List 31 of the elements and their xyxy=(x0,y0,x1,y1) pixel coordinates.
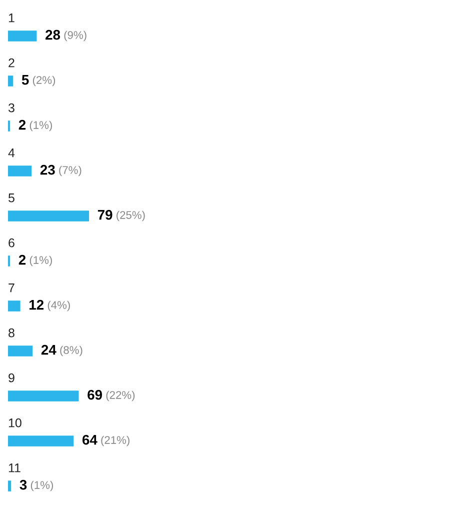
data-label: 2 (1%) xyxy=(18,120,52,132)
data-label: 2 (1%) xyxy=(18,254,52,266)
data-label: 24 (8%) xyxy=(41,344,82,356)
y-tick-label: 10 xyxy=(8,418,22,428)
y-tick-label: 7 xyxy=(8,284,14,292)
bar xyxy=(8,166,32,176)
data-label: 5 (2%) xyxy=(22,75,56,86)
y-tick-label: 6 xyxy=(8,238,14,248)
data-label: 69 (22%) xyxy=(88,390,135,402)
bar xyxy=(8,30,37,42)
bar xyxy=(8,436,74,446)
y-tick-label: 5 xyxy=(8,194,14,202)
data-label: 23 (7%) xyxy=(40,164,82,176)
bar xyxy=(8,76,14,86)
y-tick-label: 2 xyxy=(8,58,14,68)
data-label: 79 (25%) xyxy=(98,210,145,222)
data-label: 12 (4%) xyxy=(30,300,70,312)
bar xyxy=(8,480,12,492)
y-tick-label: 3 xyxy=(8,103,14,112)
bar xyxy=(8,210,89,222)
y-tick-label: 9 xyxy=(8,373,14,382)
data-label: 3 (1%) xyxy=(20,480,53,492)
bar xyxy=(8,300,20,312)
data-label: 28 (9%) xyxy=(46,30,86,42)
bar xyxy=(8,390,79,402)
bar xyxy=(8,346,33,356)
data-label: 64 (21%) xyxy=(82,434,130,446)
y-tick-label: 11 xyxy=(8,464,20,472)
y-tick-label: 1 xyxy=(8,14,14,22)
y-tick-label: 4 xyxy=(8,148,15,158)
y-tick-label: 8 xyxy=(8,328,14,338)
